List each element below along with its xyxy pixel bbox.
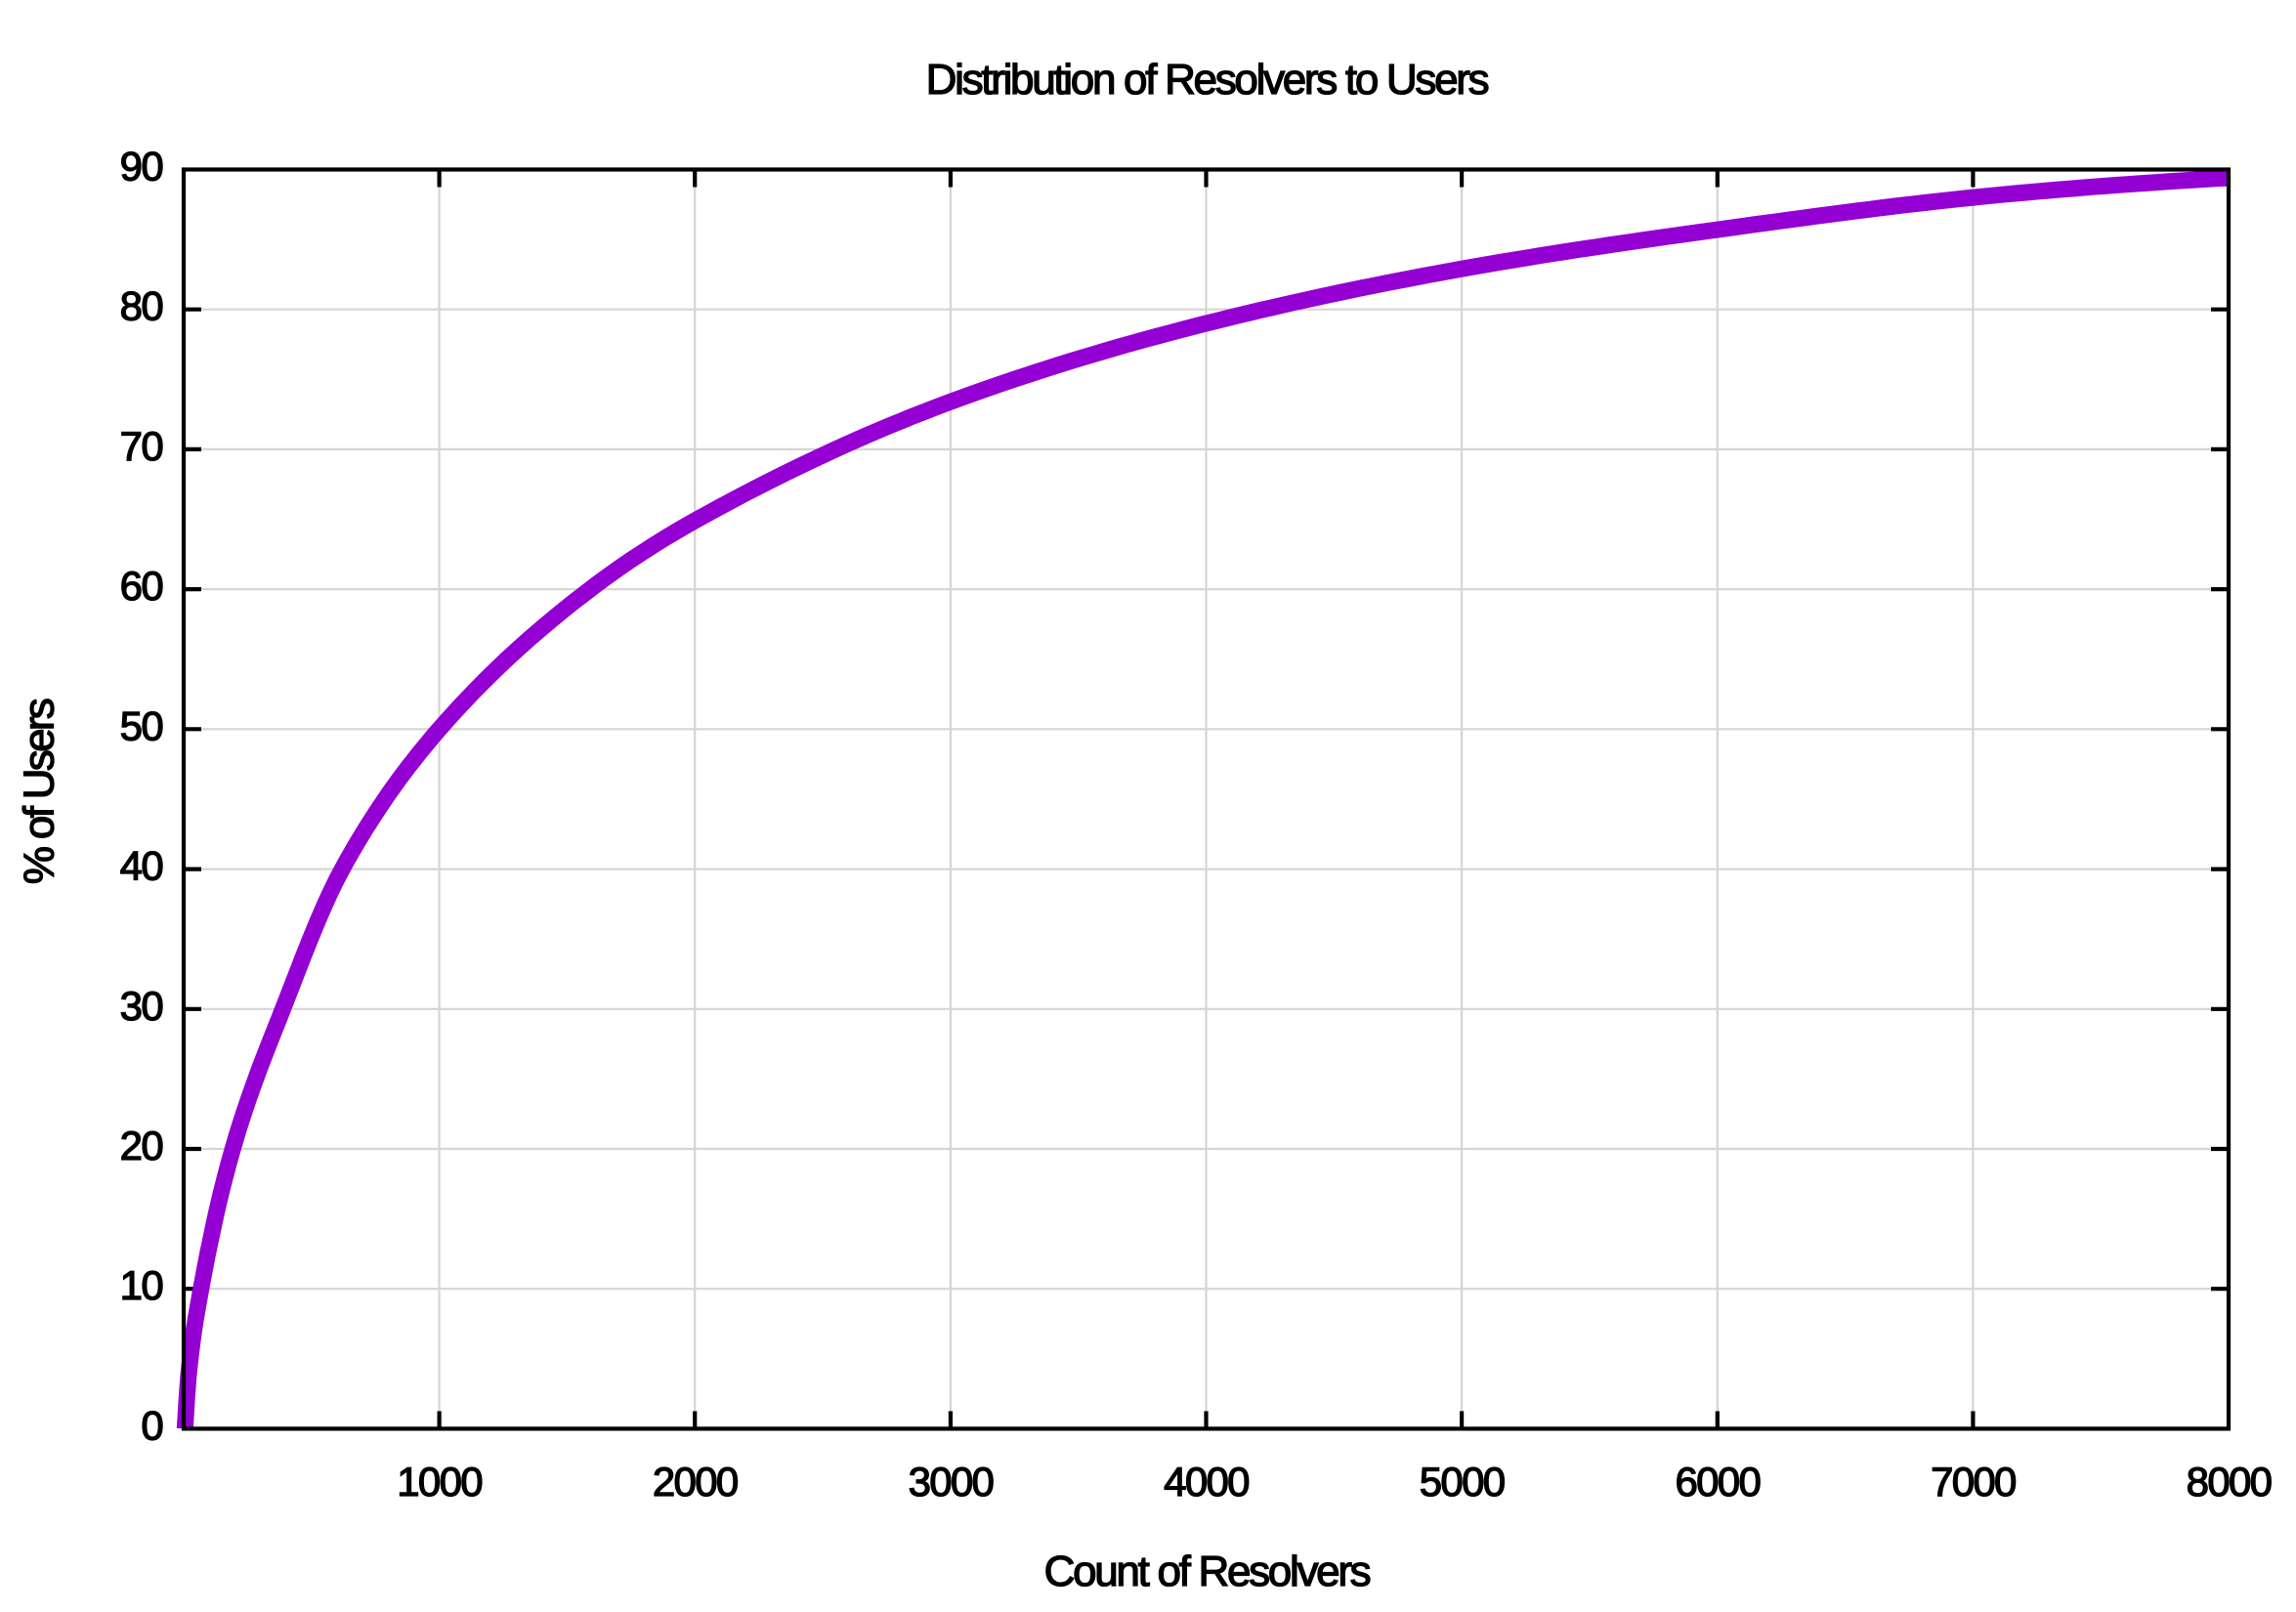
svg-text:30: 30 bbox=[120, 983, 163, 1029]
svg-text:Distribution of Resolvers to U: Distribution of Resolvers to Users bbox=[926, 56, 1489, 104]
svg-text:6000: 6000 bbox=[1675, 1459, 1760, 1505]
svg-text:3000: 3000 bbox=[909, 1459, 994, 1505]
svg-text:7000: 7000 bbox=[1931, 1459, 2016, 1505]
svg-text:5000: 5000 bbox=[1420, 1459, 1505, 1505]
svg-text:4000: 4000 bbox=[1164, 1459, 1249, 1505]
svg-text:Count of Resolvers: Count of Resolvers bbox=[1044, 1548, 1371, 1595]
svg-text:1000: 1000 bbox=[397, 1459, 482, 1505]
svg-text:60: 60 bbox=[120, 563, 163, 609]
svg-text:80: 80 bbox=[120, 283, 163, 329]
svg-text:90: 90 bbox=[120, 144, 163, 190]
svg-text:20: 20 bbox=[120, 1123, 163, 1168]
svg-text:10: 10 bbox=[120, 1262, 163, 1308]
svg-text:2000: 2000 bbox=[653, 1459, 738, 1505]
svg-text:8000: 8000 bbox=[2187, 1459, 2272, 1505]
svg-text:40: 40 bbox=[120, 843, 163, 889]
svg-text:0: 0 bbox=[141, 1402, 162, 1448]
svg-text:50: 50 bbox=[120, 702, 163, 748]
svg-text:70: 70 bbox=[120, 423, 163, 469]
svg-text:% of Users: % of Users bbox=[16, 699, 64, 884]
